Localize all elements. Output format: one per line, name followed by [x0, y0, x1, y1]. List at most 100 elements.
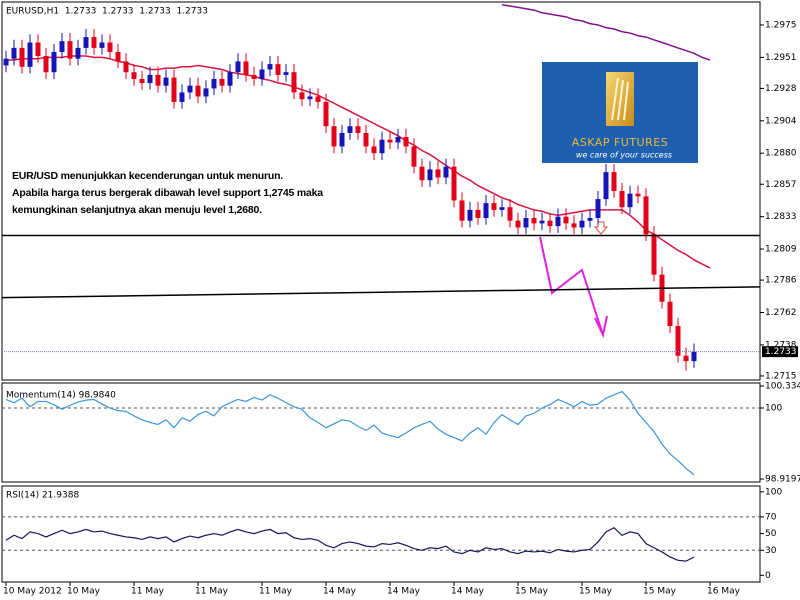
y-tick-label: 1.2951 — [765, 53, 797, 63]
annotation-text: kemungkinan selanjutnya akan menuju leve… — [12, 204, 262, 216]
candle-body — [427, 169, 433, 181]
candle-body — [595, 199, 601, 218]
candle-body — [147, 74, 153, 83]
candle-body — [499, 207, 505, 210]
candle-body — [579, 220, 585, 228]
y-tick-label: 100 — [765, 487, 782, 497]
x-tick-label: 14 May — [387, 587, 421, 597]
y-tick-label: 1.2833 — [765, 212, 797, 222]
candle-body — [691, 351, 697, 362]
candle-body — [163, 77, 169, 86]
panel-title: Momentum(14) 98.9840 — [6, 391, 116, 401]
x-tick-label: 15 May — [643, 587, 677, 597]
candle-body — [459, 200, 465, 221]
panel-plot — [2, 3, 760, 371]
candle-body — [675, 326, 681, 356]
candle-body — [635, 193, 641, 197]
candle-body — [443, 166, 449, 178]
candle-body — [91, 37, 97, 48]
candle-body — [275, 64, 281, 75]
candle-body — [187, 85, 193, 93]
candle-body — [299, 92, 305, 100]
candle-body — [587, 218, 593, 221]
candle-body — [475, 209, 481, 218]
price-panel-frame — [1, 1, 761, 381]
candle-body — [59, 41, 65, 52]
y-tick-label: 1.2762 — [765, 308, 797, 318]
candle-body — [395, 137, 401, 143]
candle-body — [387, 139, 393, 143]
y-tick-label: 1.2857 — [765, 180, 797, 190]
candle-body — [323, 101, 329, 127]
x-tick-label: 16 May — [707, 587, 741, 597]
last-price-box — [762, 346, 798, 358]
moving-average — [6, 55, 711, 269]
candle-body — [11, 47, 17, 59]
moving-average — [501, 3, 711, 61]
momentum-panel-frame — [1, 382, 761, 483]
indicator-line — [5, 527, 695, 562]
candle-body — [139, 78, 145, 83]
candle-body — [291, 72, 297, 93]
y-tick-label: 70 — [765, 512, 777, 522]
candle-body — [51, 51, 57, 73]
annotation-arrows — [539, 221, 609, 339]
panel-plot — [2, 516, 760, 562]
candle-body — [171, 77, 177, 102]
candle-body — [203, 88, 209, 97]
candle-body — [539, 220, 545, 224]
candle-body — [435, 169, 441, 178]
panel-title: EURUSD,H1 1.2733 1.2733 1.2733 1.2733 — [6, 7, 208, 17]
y-tick-label: 1.2928 — [765, 84, 797, 94]
y-tick-label: 1.2715 — [765, 371, 797, 381]
candle-body — [347, 126, 353, 133]
forecast-arrow — [539, 236, 604, 336]
y-tick-label: 1.2904 — [765, 116, 797, 126]
last-price-label: 1.2733 — [765, 347, 797, 357]
x-tick-label: 15 May — [515, 587, 549, 597]
candle-body — [131, 72, 137, 79]
y-tick-label: 98.9197 — [765, 475, 800, 485]
candle-body — [307, 96, 313, 100]
candle-body — [555, 216, 561, 227]
y-tick-label: 100.3349 — [765, 382, 800, 392]
y-tick-label: 1.2975 — [765, 20, 797, 30]
sell-arrow-icon — [593, 221, 609, 235]
candle-body — [283, 72, 289, 75]
candle-body — [267, 64, 273, 70]
candle-body — [115, 51, 121, 62]
candle-body — [243, 61, 249, 75]
candle-body — [667, 301, 673, 326]
candle-body — [259, 69, 265, 79]
annotation-text: EUR/USD menunjukkan kecenderungan untuk … — [12, 170, 283, 182]
annotation-text: Apabila harga terus bergerak dibawah lev… — [12, 187, 323, 199]
candle-body — [227, 72, 233, 86]
x-tick-label: 11 May — [131, 587, 165, 597]
y-tick-label: 0 — [765, 571, 771, 581]
candle-body — [355, 126, 361, 133]
candle-body — [219, 78, 225, 86]
candle-body — [339, 132, 345, 147]
candle-body — [195, 85, 201, 97]
candle-body — [83, 37, 89, 48]
candle-body — [155, 74, 161, 86]
indicator-line — [5, 390, 695, 476]
candle-body — [611, 172, 617, 191]
x-tick-label: 10 May 2012 — [3, 587, 62, 597]
x-tick-label: 14 May — [451, 587, 485, 597]
candle-body — [683, 355, 689, 362]
candle-body — [563, 216, 569, 224]
y-tick-label: 50 — [765, 529, 777, 539]
candle-body — [75, 47, 81, 59]
candle-body — [547, 220, 553, 227]
panel-plot — [2, 390, 760, 476]
logo-tagline: we care of your success — [576, 151, 672, 160]
candle-body — [35, 42, 41, 56]
y-tick-label: 1.2809 — [765, 245, 797, 255]
x-tick-label: 14 May — [323, 587, 357, 597]
candle-body — [67, 41, 73, 59]
candle-body — [627, 193, 633, 208]
candle-body — [107, 42, 113, 52]
candle-body — [315, 96, 321, 102]
